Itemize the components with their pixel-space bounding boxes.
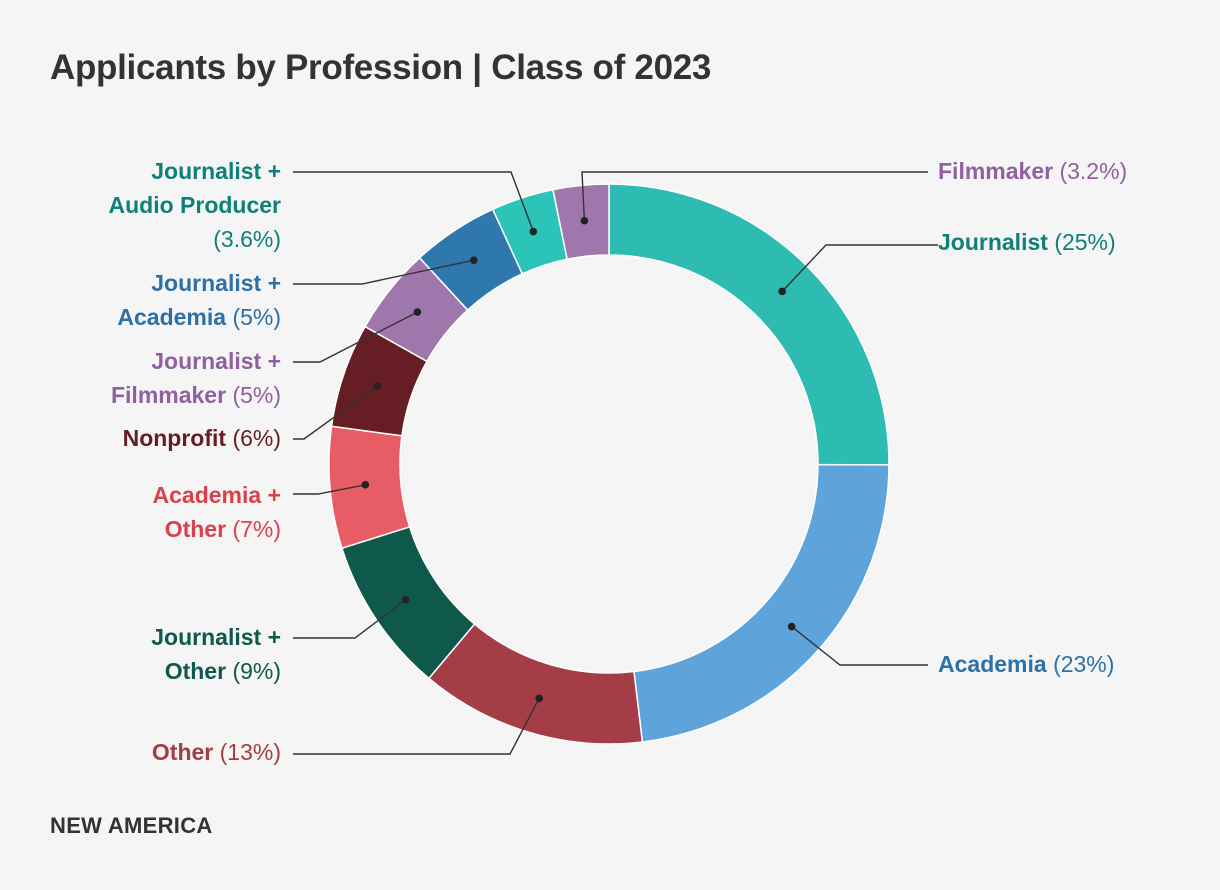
leader-dot-journalist-filmmaker <box>413 308 422 316</box>
slice-label-filmmaker: Filmmaker (3.2%) <box>938 154 1127 188</box>
leader-dot-journalist-other <box>401 595 410 604</box>
slice-label-percent: (7%) <box>232 516 281 542</box>
slice-label-name: Other <box>151 739 214 765</box>
donut-slice-academia-other <box>328 425 411 550</box>
leader-line-journalist-audio-producer <box>293 171 534 232</box>
slice-label-line: Academia (23%) <box>938 647 1114 681</box>
slice-label-percent: (3.2%) <box>1059 158 1128 184</box>
leader-dot-other <box>535 694 543 703</box>
slice-label-name: Other <box>164 516 227 542</box>
slice-label-name: Filmmaker <box>110 382 227 408</box>
slice-label-name: Academia + <box>152 482 282 508</box>
slice-label-journalist-academia: Journalist + Academia (5%) <box>117 266 281 334</box>
slice-label-name: Journalist + <box>151 348 281 374</box>
brand-logo: NEW AMERICA <box>50 813 213 838</box>
slice-label-name: Journalist + <box>151 624 281 650</box>
donut-slice-academia <box>633 463 890 743</box>
slice-label-line: Other (9%) <box>151 654 281 688</box>
donut-slice-other <box>427 622 644 745</box>
slice-label-journalist-audio-producer: Journalist + Audio Producer (3.6%) <box>108 154 281 256</box>
slice-label-line: Journalist + <box>111 344 281 378</box>
slice-label-line: Audio Producer <box>108 188 281 222</box>
slice-label-percent: (23%) <box>1053 651 1115 677</box>
slice-label-line: Academia + <box>153 478 282 512</box>
slice-label-name: Academia <box>938 651 1047 677</box>
leader-line-journalist-filmmaker <box>293 311 418 363</box>
leader-dot-nonprofit <box>373 382 382 390</box>
slice-label-line: Journalist + <box>117 266 281 300</box>
slice-label-line: Other (13%) <box>152 735 281 769</box>
slice-label-name: Academia <box>117 304 227 330</box>
slice-label-line: Journalist (25%) <box>938 225 1116 259</box>
leader-dot-journalist <box>778 287 786 296</box>
slice-label-name: Journalist + <box>151 158 281 184</box>
slice-label-line: Journalist + <box>151 620 281 654</box>
slice-label-nonprofit: Nonprofit (6%) <box>123 421 281 455</box>
slice-label-percent: (5%) <box>232 382 281 408</box>
slice-label-name: Journalist + <box>151 270 281 296</box>
slice-label-line: Other (7%) <box>153 512 281 546</box>
leader-line-other <box>293 697 540 755</box>
slice-label-line: Journalist + <box>108 154 281 188</box>
leader-dot-filmmaker <box>580 216 589 225</box>
slice-label-percent: (13%) <box>219 739 281 765</box>
leader-dot-journalist-academia <box>470 256 478 265</box>
slice-label-name: Filmmaker <box>938 158 1054 184</box>
leader-line-academia <box>791 625 928 666</box>
slice-label-line: Filmmaker (5%) <box>111 378 281 412</box>
slice-label-percent: (9%) <box>232 658 281 684</box>
slice-label-other: Other (13%) <box>152 735 281 769</box>
slice-label-line: Academia (5%) <box>117 300 281 334</box>
leader-line-journalist-academia <box>293 259 475 285</box>
slice-label-name: Nonprofit <box>122 425 227 451</box>
slice-label-line: (3.6%) <box>108 222 281 256</box>
slice-label-name: Journalist <box>938 229 1048 255</box>
slice-label-academia: Academia (23%) <box>938 647 1114 681</box>
slice-label-percent: (25%) <box>1054 229 1116 255</box>
leader-dot-academia <box>787 622 796 631</box>
chart-title: Applicants by Profession | Class of 2023 <box>50 48 712 87</box>
slice-label-name: Other <box>164 658 227 684</box>
slice-label-line: Filmmaker (3.2%) <box>938 154 1127 188</box>
slice-label-journalist: Journalist (25%) <box>938 225 1116 259</box>
leader-line-journalist <box>781 244 938 292</box>
leader-dot-academia-other <box>361 480 370 489</box>
slice-label-name: Audio Producer <box>108 192 281 218</box>
slice-label-journalist-other: Journalist + Other (9%) <box>151 620 281 688</box>
slice-label-percent: (3.6%) <box>213 226 281 252</box>
leader-line-journalist-other <box>293 599 407 639</box>
leader-line-filmmaker <box>581 171 928 221</box>
leader-line-academia-other <box>293 484 366 495</box>
slice-label-academia-other: Academia + Other (7%) <box>153 478 282 546</box>
leader-line-nonprofit <box>293 385 378 440</box>
slice-label-journalist-filmmaker: Journalist + Filmmaker (5%) <box>111 344 281 412</box>
slice-label-percent: (5%) <box>232 304 281 330</box>
slice-label-line: Nonprofit (6%) <box>123 421 281 455</box>
leader-dot-journalist-audio-producer <box>529 227 538 236</box>
slice-label-percent: (6%) <box>232 425 281 451</box>
donut-slice-journalist <box>608 183 890 466</box>
